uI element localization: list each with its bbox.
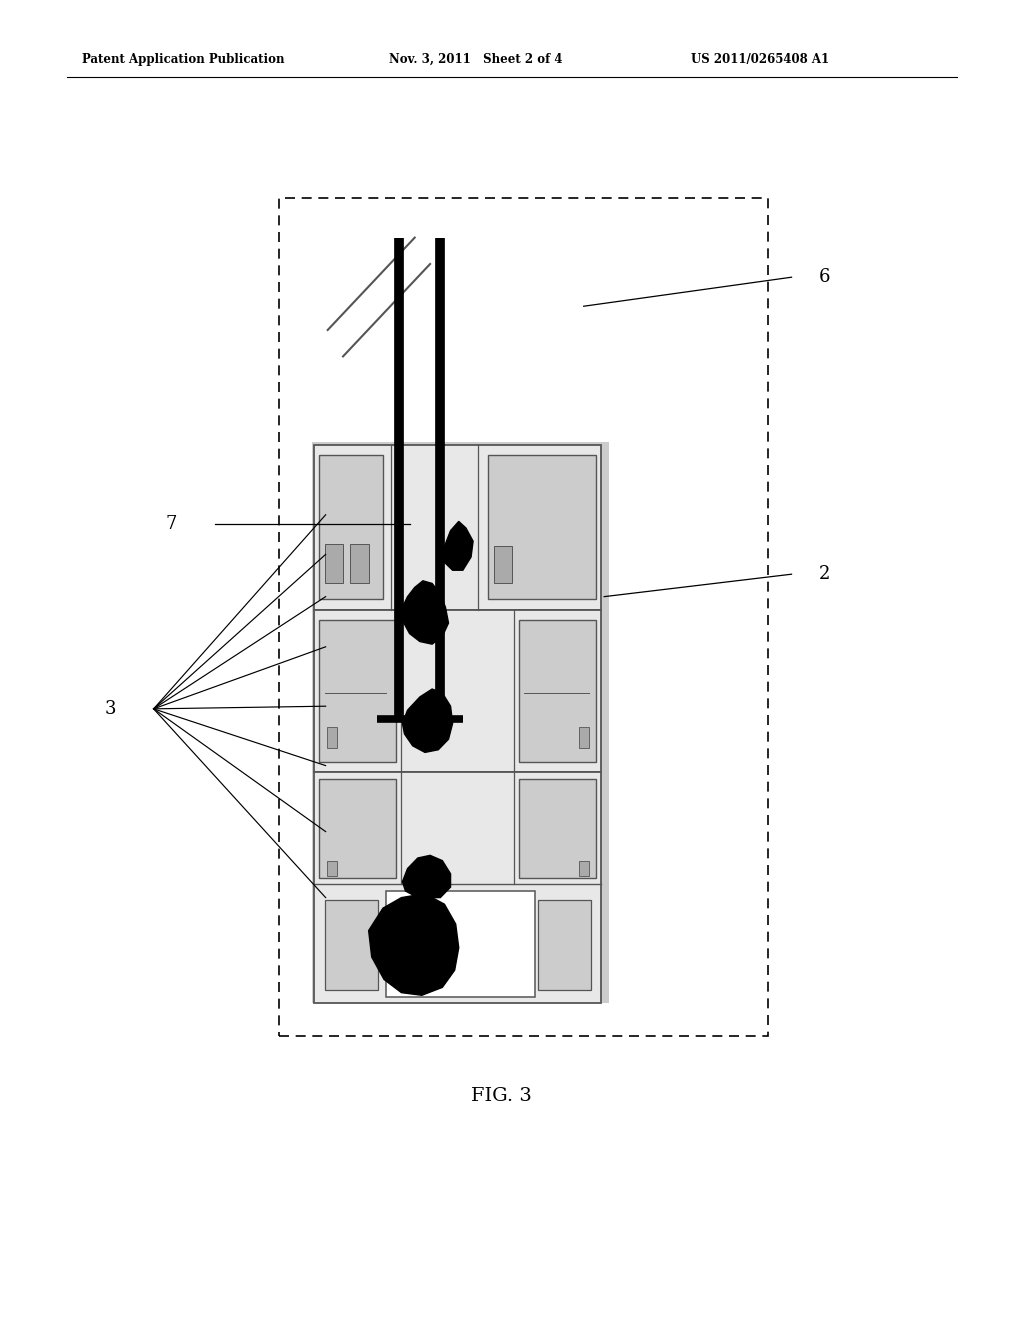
Bar: [314, 610, 601, 772]
Bar: [319, 455, 383, 599]
Bar: [579, 727, 589, 748]
Bar: [579, 861, 589, 876]
Text: 2: 2: [819, 565, 830, 583]
Polygon shape: [402, 581, 449, 644]
Bar: [319, 779, 396, 878]
Bar: [519, 620, 596, 762]
Text: US 2011/0265408 A1: US 2011/0265408 A1: [691, 53, 829, 66]
Bar: [494, 546, 512, 583]
Polygon shape: [369, 894, 459, 995]
Text: 3: 3: [104, 700, 117, 718]
Bar: [488, 455, 596, 599]
Text: Patent Application Publication: Patent Application Publication: [82, 53, 285, 66]
Bar: [350, 544, 369, 583]
Bar: [325, 544, 343, 583]
Text: 6: 6: [819, 268, 830, 286]
Bar: [519, 779, 596, 878]
Polygon shape: [402, 689, 453, 752]
Bar: [312, 442, 609, 1003]
Bar: [327, 727, 337, 748]
Bar: [279, 198, 768, 1036]
Text: FIG. 3: FIG. 3: [471, 1086, 532, 1105]
Bar: [538, 900, 591, 990]
Bar: [386, 891, 535, 997]
Bar: [325, 900, 378, 990]
Polygon shape: [442, 521, 473, 570]
Polygon shape: [402, 855, 451, 898]
Bar: [319, 620, 396, 762]
Bar: [314, 772, 601, 1003]
Bar: [314, 445, 601, 610]
Text: Nov. 3, 2011   Sheet 2 of 4: Nov. 3, 2011 Sheet 2 of 4: [389, 53, 562, 66]
Bar: [327, 861, 337, 876]
Text: 7: 7: [166, 515, 177, 533]
